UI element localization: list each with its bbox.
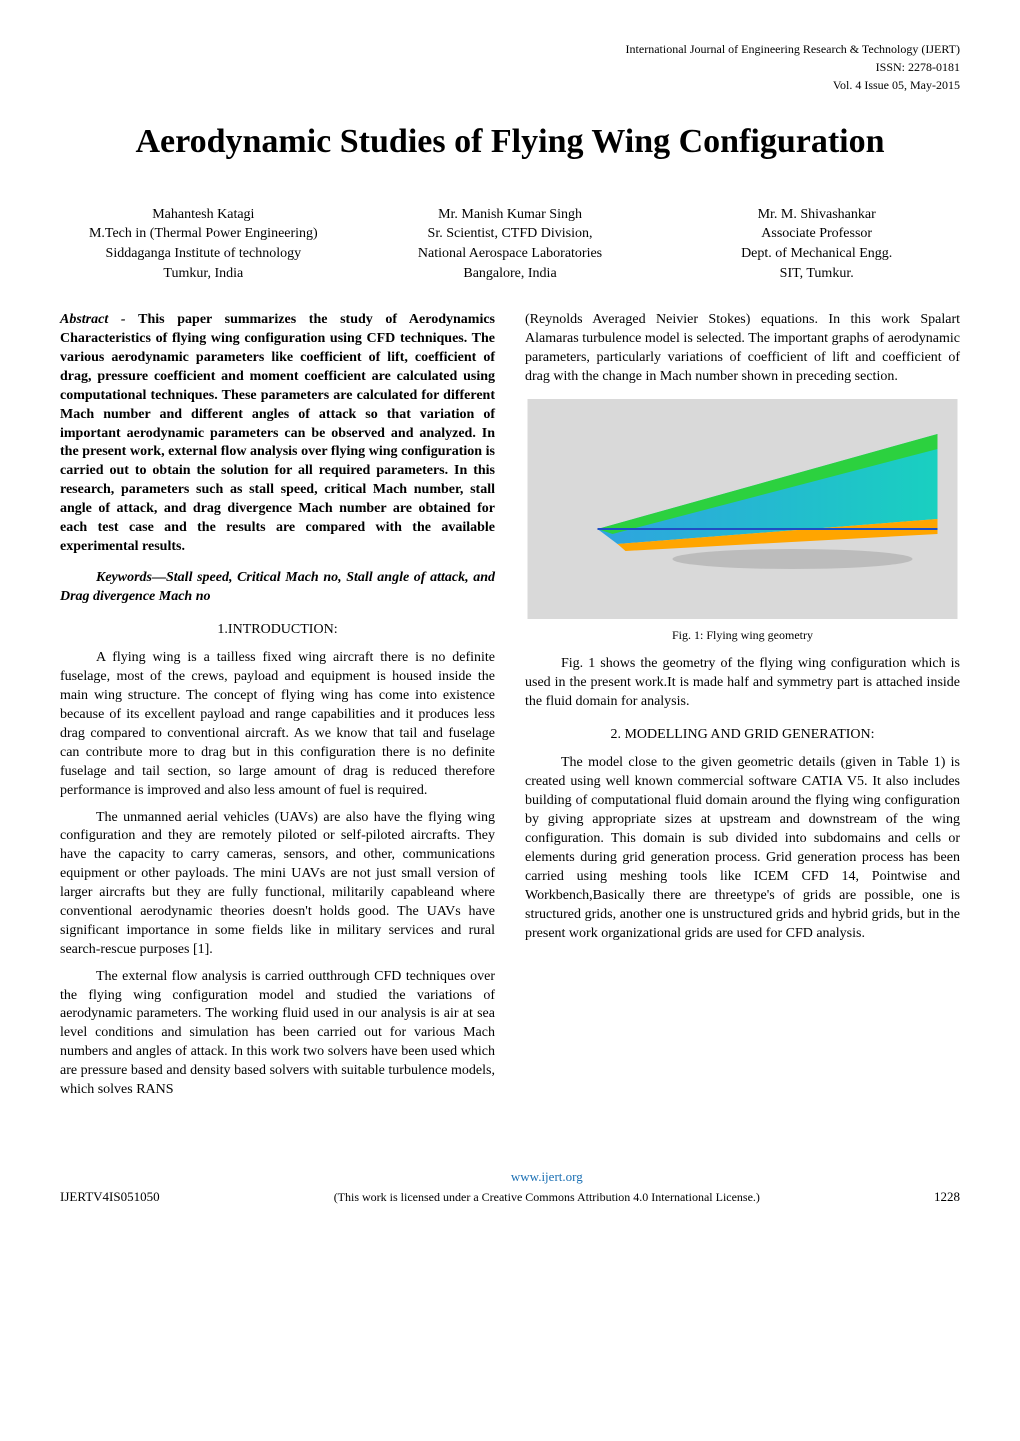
author-affiliation: SIT, Tumkur. [673, 264, 960, 284]
intro-paragraph: The external flow analysis is carried ou… [60, 968, 495, 1100]
journal-name: International Journal of Engineering Res… [60, 40, 960, 58]
rans-paragraph: (Reynolds Averaged Neivier Stokes) equat… [525, 311, 960, 387]
author-name: Mr. M. Shivashankar [673, 205, 960, 225]
footer-left: IJERTV4IS051050 [60, 1188, 160, 1206]
author-block: Mr. Manish Kumar Singh Sr. Scientist, CT… [367, 205, 654, 283]
journal-issn: ISSN: 2278-0181 [60, 58, 960, 76]
author-affiliation: Bangalore, India [367, 264, 654, 284]
section-heading-intro: 1.INTRODUCTION: [60, 621, 495, 640]
left-column: Abstract - This paper summarizes the stu… [60, 311, 495, 1108]
author-block: Mahantesh Katagi M.Tech in (Thermal Powe… [60, 205, 347, 283]
journal-issue: Vol. 4 Issue 05, May-2015 [60, 76, 960, 94]
figure-1 [525, 399, 960, 619]
keywords: Keywords—Stall speed, Critical Mach no, … [60, 569, 495, 607]
author-affiliation: Dept. of Mechanical Engg. [673, 244, 960, 264]
fig1-desc-paragraph: Fig. 1 shows the geometry of the flying … [525, 655, 960, 712]
modelling-paragraph: The model close to the given geometric d… [525, 754, 960, 943]
author-affiliation: Tumkur, India [60, 264, 347, 284]
authors-row: Mahantesh Katagi M.Tech in (Thermal Powe… [60, 205, 960, 283]
footer-page-number: 1228 [934, 1188, 960, 1206]
footer-link: www.ijert.org [160, 1168, 934, 1186]
journal-header: International Journal of Engineering Res… [60, 40, 960, 94]
abstract-body: This paper summarizes the study of Aerod… [60, 312, 495, 554]
abstract: Abstract - This paper summarizes the stu… [60, 311, 495, 557]
body-columns: Abstract - This paper summarizes the stu… [60, 311, 960, 1108]
abstract-label: Abstract - [60, 312, 138, 327]
author-affiliation: National Aerospace Laboratories [367, 244, 654, 264]
intro-paragraph: A flying wing is a tailless fixed wing a… [60, 649, 495, 800]
right-column: (Reynolds Averaged Neivier Stokes) equat… [525, 311, 960, 1108]
section-heading-modelling: 2. MODELLING AND GRID GENERATION: [525, 726, 960, 745]
author-name: Mahantesh Katagi [60, 205, 347, 225]
keywords-label: Keywords— [96, 570, 166, 585]
author-affiliation: M.Tech in (Thermal Power Engineering) [60, 224, 347, 244]
figure-1-caption: Fig. 1: Flying wing geometry [525, 627, 960, 643]
page-footer: IJERTV4IS051050 www.ijert.org (This work… [60, 1168, 960, 1206]
footer-license: (This work is licensed under a Creative … [160, 1189, 934, 1205]
author-affiliation: Sr. Scientist, CTFD Division, [367, 224, 654, 244]
author-affiliation: Siddaganga Institute of technology [60, 244, 347, 264]
intro-paragraph: The unmanned aerial vehicles (UAVs) are … [60, 809, 495, 960]
flying-wing-geometry-image [525, 399, 960, 619]
author-affiliation: Associate Professor [673, 224, 960, 244]
author-name: Mr. Manish Kumar Singh [367, 205, 654, 225]
paper-title: Aerodynamic Studies of Flying Wing Confi… [60, 122, 960, 163]
footer-center: www.ijert.org (This work is licensed und… [160, 1168, 934, 1206]
author-block: Mr. M. Shivashankar Associate Professor … [673, 205, 960, 283]
